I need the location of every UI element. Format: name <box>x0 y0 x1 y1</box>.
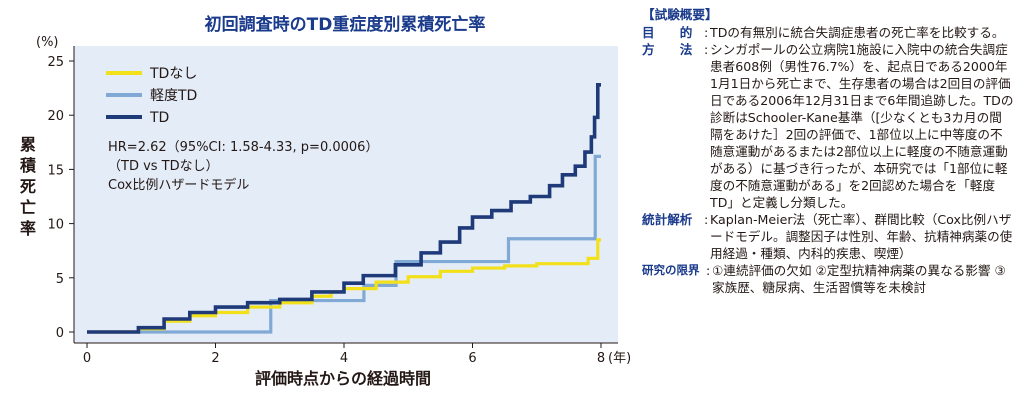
y-tick-label: 5 <box>56 272 64 287</box>
overview-label-method: 方 法 <box>642 42 693 57</box>
x-axis-title: 評価時点からの経過時間 <box>255 369 431 388</box>
hazard-ratio-text: HR=2.62（95%CI: 1.58-4.33, p=0.0006） <box>108 140 378 155</box>
y-axis-title: 累積死亡率 <box>19 135 37 238</box>
y-tick-label: 15 <box>47 163 64 178</box>
comparison-text: （TD vs TDなし） <box>108 159 219 174</box>
series-line-2 <box>87 83 601 334</box>
x-tick-label: 2 <box>211 351 219 366</box>
overview-text-purpose: TDの有無別に統合失調症患者の死亡率を比較する。 <box>710 25 1005 40</box>
overview-text-limitations: ①連続評価の欠如 ②定型抗精神病薬の異なる影響 ③家族歴、糖尿病、生活習慣等を未… <box>712 263 1006 295</box>
series-lines <box>87 83 601 334</box>
overview-text-statistics: Kaplan-Meier法（死亡率）、群間比較（Cox比例ハザードモデル。調整因… <box>710 212 1013 261</box>
y-axis-unit: (%) <box>36 35 59 50</box>
chart: 初回調査時のTD重症度別累積死亡率 0 5 10 15 20 25 0 2 4 6 8 (%) (… <box>19 14 631 388</box>
y-tick-label: 0 <box>56 326 64 341</box>
x-tick-label: 0 <box>83 351 91 366</box>
series-line-1 <box>87 154 601 334</box>
overview-row-purpose: 目 的 : TDの有無別に統合失調症患者の死亡率を比較する。 <box>642 24 1014 41</box>
x-tick-label: 4 <box>340 351 348 366</box>
y-tick-label: 20 <box>47 109 64 124</box>
x-axis-ticks: 0 2 4 6 8 <box>83 343 605 366</box>
overview-label-statistics: 統計解析 <box>642 212 693 227</box>
x-tick-label: 8 <box>597 351 605 366</box>
overview-row-limitations: 研究の限界 : ①連続評価の欠如 ②定型抗精神病薬の異なる影響 ③家族歴、糖尿病… <box>642 262 1014 296</box>
overview-heading: 【試験概要】 <box>642 7 718 22</box>
y-tick-label: 25 <box>47 55 64 70</box>
x-tick-label: 6 <box>468 351 476 366</box>
legend-label: TD <box>149 110 169 126</box>
y-axis-ticks: 0 5 10 15 20 25 <box>47 55 74 341</box>
overview-label-limitations: 研究の限界 <box>642 263 700 277</box>
y-tick-label: 10 <box>47 218 64 233</box>
x-axis-unit: (年) <box>608 351 631 366</box>
overview-label-purpose: 目 的 <box>642 25 693 40</box>
overview-row-statistics: 統計解析 : Kaplan-Meier法（死亡率）、群間比較（Cox比例ハザード… <box>642 212 1013 261</box>
overview-row-method: 方 法 : シンガポールの公立病院1施設に入院中の統合失調症患者608例（男性7… <box>642 42 1014 210</box>
study-overview: 【試験概要】 目 的 : TDの有無別に統合失調症患者の死亡率を比較する。 方 … <box>642 6 1014 296</box>
model-text: Cox比例ハザードモデル <box>108 177 249 193</box>
legend-label: 軽度TD <box>150 88 197 104</box>
overview-text-method: シンガポールの公立病院1施設に入院中の統合失調症患者608例（男性76.7%）を… <box>710 42 1014 210</box>
legend-label: TDなし <box>149 66 197 82</box>
chart-title: 初回調査時のTD重症度別累積死亡率 <box>205 14 486 35</box>
plot-area <box>74 46 618 343</box>
